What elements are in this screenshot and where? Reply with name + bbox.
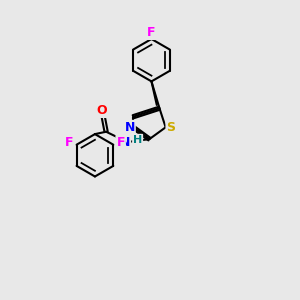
Text: F: F — [116, 136, 125, 149]
Text: O: O — [96, 104, 107, 117]
Text: N: N — [124, 121, 135, 134]
Text: F: F — [65, 136, 74, 149]
Text: N: N — [120, 136, 130, 148]
Text: S: S — [167, 121, 176, 134]
Text: F: F — [147, 26, 156, 39]
Text: H: H — [133, 135, 142, 145]
